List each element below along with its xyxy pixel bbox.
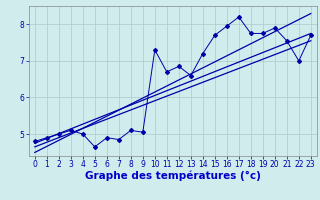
X-axis label: Graphe des températures (°c): Graphe des températures (°c) [85,171,261,181]
